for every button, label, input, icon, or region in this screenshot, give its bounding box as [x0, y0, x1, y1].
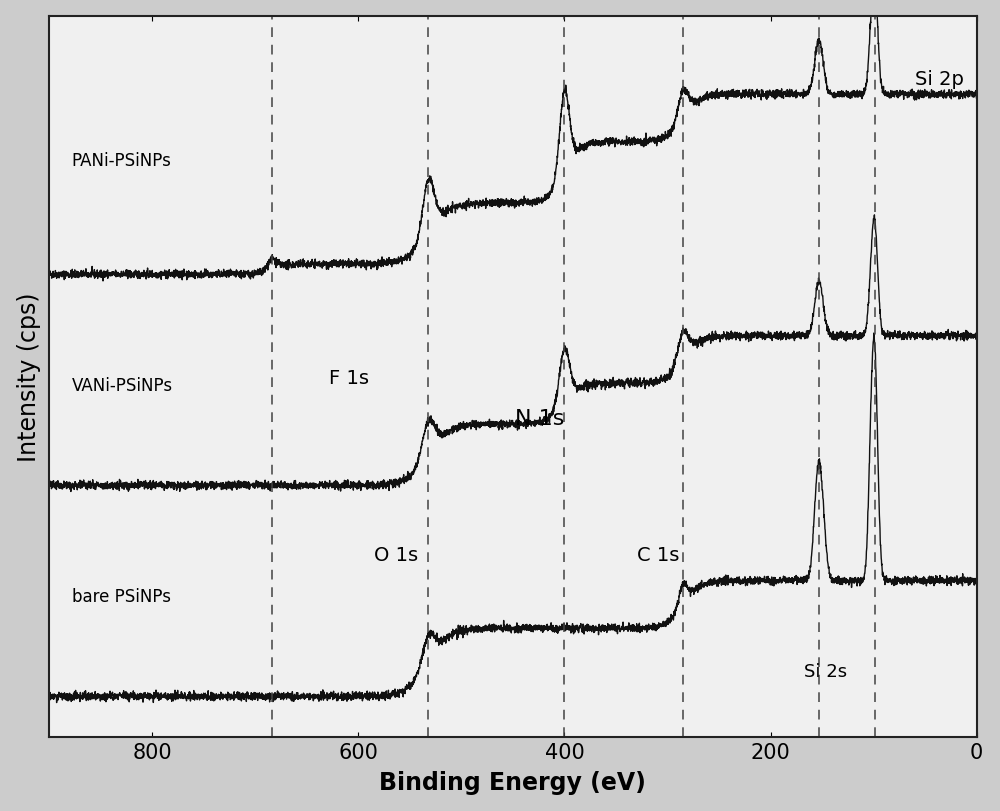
Text: VANi-PSiNPs: VANi-PSiNPs [72, 376, 173, 394]
Text: bare PSiNPs: bare PSiNPs [72, 587, 171, 605]
Y-axis label: Intensity (cps): Intensity (cps) [17, 292, 41, 461]
Text: C 1s: C 1s [637, 546, 679, 564]
Text: Si 2p: Si 2p [915, 70, 964, 88]
Text: N 1s: N 1s [515, 409, 564, 428]
Text: F 1s: F 1s [329, 369, 369, 388]
Text: Si 2s: Si 2s [804, 662, 847, 680]
Text: PANi-PSiNPs: PANi-PSiNPs [72, 152, 172, 170]
X-axis label: Binding Energy (eV): Binding Energy (eV) [379, 770, 646, 794]
Text: O 1s: O 1s [374, 546, 418, 564]
